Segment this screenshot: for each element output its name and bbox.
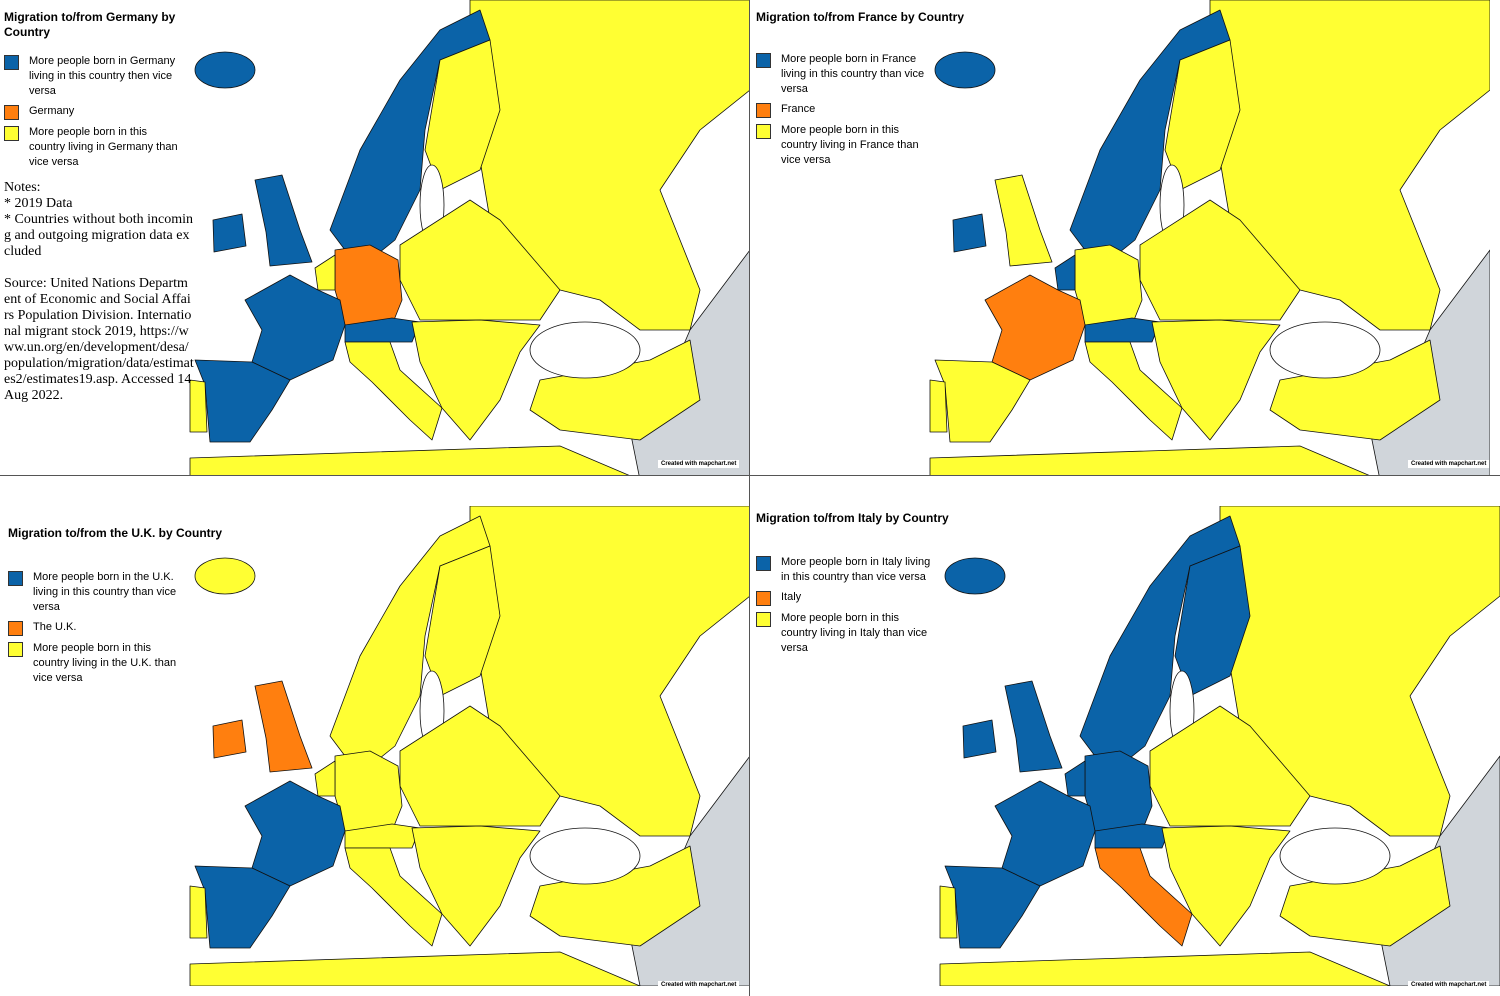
map <box>750 476 1500 996</box>
credit: Created with mapchart.net <box>658 981 740 989</box>
legend-swatch <box>756 103 771 118</box>
map-panel: Migration to/from Italy by Country More p… <box>750 476 1500 996</box>
legend-label: More people born in this country living … <box>781 124 919 166</box>
legend-item: More people born in this country living … <box>756 123 946 168</box>
map-panel: Migration to/from the U.K. by Country Mor… <box>0 476 750 996</box>
map <box>0 476 750 996</box>
panel-title: Migration to/from Italy by Country <box>756 511 949 525</box>
legend-swatch <box>756 124 771 139</box>
legend-swatch <box>8 642 23 657</box>
legend-swatch <box>756 591 771 606</box>
legend: More people born in Italy living in this… <box>756 555 946 661</box>
legend-label: More people born in this country living … <box>29 126 178 168</box>
legend-label: More people born in Germany living in th… <box>29 55 176 97</box>
legend-label: Italy <box>781 591 802 603</box>
legend-item: The U.K. <box>8 620 198 636</box>
legend: More people born in France living in thi… <box>756 52 946 173</box>
legend-label: More people born in this country living … <box>781 612 928 654</box>
legend-swatch <box>4 105 19 120</box>
legend-label: The U.K. <box>33 621 77 633</box>
note-line: * 2019 Data <box>4 196 73 211</box>
legend-item: Germany <box>4 104 194 120</box>
credit: Created with mapchart.net <box>1408 981 1490 989</box>
panel-title: Migration to/from the U.K. by Country <box>8 526 222 540</box>
note-line: Source: United Nations Department of Eco… <box>4 276 194 403</box>
note-line: Notes: <box>4 180 41 195</box>
map-panel: Migration to/from Germany by Country More… <box>0 0 750 475</box>
legend-item: France <box>756 102 946 118</box>
legend-label: More people born in this country living … <box>33 642 177 684</box>
legend-swatch <box>756 556 771 571</box>
panel-title: Migration to/from Germany by Country <box>4 10 176 39</box>
legend-item: More people born in this country living … <box>4 125 194 170</box>
map-panel: Migration to/from France by Country More … <box>750 0 1500 475</box>
note-line: * Countries without both incoming and ou… <box>4 212 193 259</box>
legend-label: More people born in France living in thi… <box>781 53 925 95</box>
legend-swatch <box>756 612 771 627</box>
legend-swatch <box>4 126 19 141</box>
legend-item: More people born in this country living … <box>756 611 946 656</box>
legend-item: Italy <box>756 590 946 606</box>
legend-swatch <box>8 571 23 586</box>
divider <box>0 475 1500 476</box>
legend-swatch <box>4 55 19 70</box>
panel-title: Migration to/from France by Country <box>756 10 965 24</box>
legend-label: France <box>781 103 816 115</box>
legend-label: More people born in Italy living in this… <box>781 556 931 583</box>
legend-item: More people born in the U.K. living in t… <box>8 570 198 615</box>
legend-swatch <box>8 621 23 636</box>
legend-item: More people born in this country living … <box>8 641 198 686</box>
notes: Notes: * 2019 Data * Countries without bot… <box>4 180 194 404</box>
legend: More people born in Germany living in th… <box>4 54 194 175</box>
legend-label: Germany <box>29 105 75 117</box>
legend-label: More people born in the U.K. living in t… <box>33 571 177 613</box>
credit: Created with mapchart.net <box>1408 460 1490 468</box>
legend-item: More people born in Italy living in this… <box>756 555 946 585</box>
divider <box>749 0 750 996</box>
credit: Created with mapchart.net <box>658 460 740 468</box>
legend-swatch <box>756 53 771 68</box>
legend-item: More people born in Germany living in th… <box>4 54 194 99</box>
legend-item: More people born in France living in thi… <box>756 52 946 97</box>
legend: More people born in the U.K. living in t… <box>8 570 198 691</box>
